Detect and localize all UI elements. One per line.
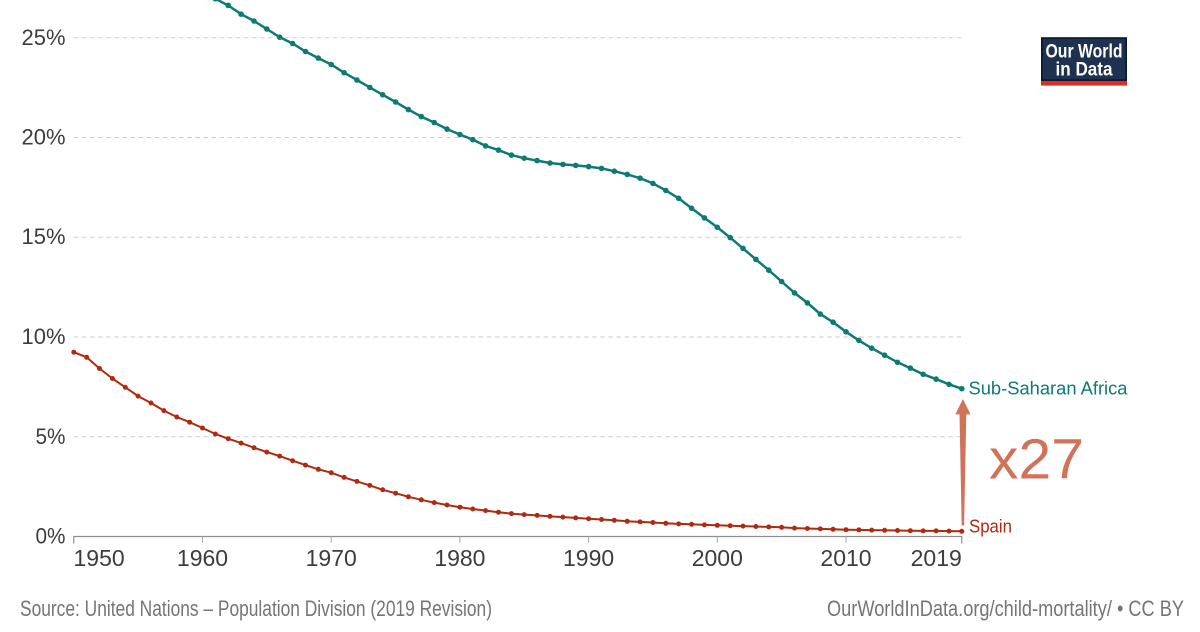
svg-text:Sub-Saharan Africa: Sub-Saharan Africa [969, 379, 1129, 399]
svg-text:2019: 2019 [911, 545, 962, 571]
svg-text:2000: 2000 [692, 545, 743, 571]
svg-text:OurWorldInData.org/child-morta: OurWorldInData.org/child-mortality/ • CC… [827, 596, 1184, 621]
svg-text:in Data: in Data [1056, 59, 1113, 81]
svg-text:Our World: Our World [1046, 41, 1123, 63]
svg-text:0%: 0% [36, 524, 66, 549]
svg-text:20%: 20% [22, 125, 66, 150]
svg-text:15%: 15% [22, 224, 66, 249]
svg-text:1990: 1990 [563, 545, 614, 571]
svg-text:2010: 2010 [820, 545, 871, 571]
svg-text:5%: 5% [36, 424, 66, 449]
svg-text:Spain: Spain [969, 517, 1012, 537]
svg-text:1970: 1970 [306, 545, 357, 571]
svg-text:Source: United Nations – Popul: Source: United Nations – Population Divi… [20, 596, 492, 621]
svg-text:1950: 1950 [74, 545, 125, 571]
svg-text:25%: 25% [22, 25, 66, 50]
svg-text:1960: 1960 [177, 545, 228, 571]
svg-text:1980: 1980 [434, 545, 485, 571]
svg-text:10%: 10% [22, 324, 66, 349]
svg-text:x27: x27 [989, 428, 1084, 492]
